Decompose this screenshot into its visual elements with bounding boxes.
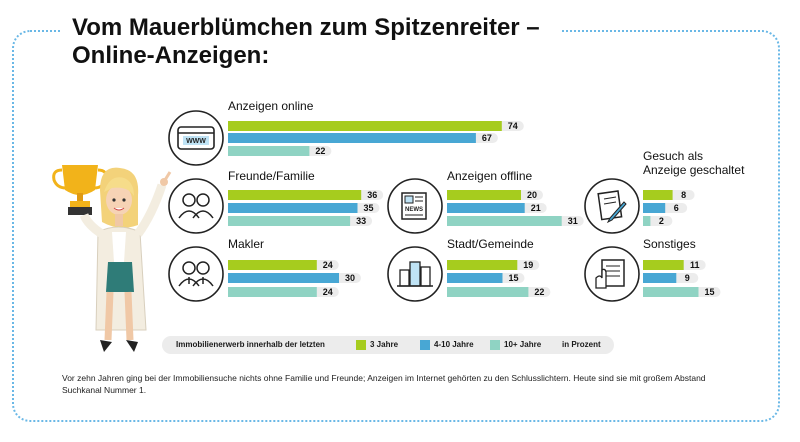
title-line-2: Online-Anzeigen: (72, 42, 270, 69)
data-label-freunde-familie-0: 36 (367, 190, 377, 200)
bar-freunde-familie-2 (228, 216, 351, 226)
document-pen-icon (584, 178, 640, 234)
data-label-makler-1: 30 (345, 273, 355, 283)
data-label-sonstiges-1: 9 (685, 273, 690, 283)
legend-item-4-10-jahre: 4-10 Jahre (434, 340, 474, 349)
legend-prefix: Immobilienerwerb innerhalb der letzten (176, 340, 325, 349)
bar-gesuch-als-anzeige-geschaltet-2 (643, 216, 651, 226)
data-label-sonstiges-2: 15 (704, 287, 714, 297)
category-label-gesuch-als-anzeige-geschaltet: Anzeige geschaltet (643, 163, 745, 177)
bar-gesuch-als-anzeige-geschaltet-0 (643, 190, 673, 200)
bar-sonstiges-1 (643, 273, 677, 283)
bar-anzeigen-offline-0 (447, 190, 521, 200)
category-label-sonstiges: Sonstiges (643, 237, 696, 251)
title-line-1: Vom Mauerblümchen zum Spitzenreiter – (72, 14, 540, 41)
newspaper-icon: NEWS (387, 178, 443, 234)
data-label-anzeigen-offline-1: 21 (531, 203, 541, 213)
bar-anzeigen-online-0 (228, 121, 502, 131)
category-label-freunde-familie: Freunde/Familie (228, 169, 315, 183)
data-label-gesuch-als-anzeige-geschaltet-2: 2 (659, 216, 664, 226)
legend-swatch-3-jahre (356, 340, 366, 350)
legend-unit: in Prozent (562, 340, 601, 349)
page-title: Vom Mauerblümchen zum Spitzenreiter – On… (72, 14, 540, 70)
data-label-anzeigen-online-0: 74 (508, 121, 518, 131)
city-icon (387, 246, 443, 302)
footnote: Vor zehn Jahren ging bei der Immobiliens… (62, 373, 706, 395)
category-label-stadt-gemeinde: Stadt/Gemeinde (447, 237, 534, 251)
bar-anzeigen-online-2 (228, 146, 310, 156)
bar-makler-0 (228, 260, 317, 270)
bar-stadt-gemeinde-2 (447, 287, 529, 297)
data-label-gesuch-als-anzeige-geschaltet-1: 6 (674, 203, 679, 213)
legend: Immobilienerwerb innerhalb der letzten 3… (162, 336, 614, 354)
category-label-anzeigen-online: Anzeigen online (228, 99, 314, 113)
browser-www-icon: WWW (168, 110, 224, 166)
data-label-gesuch-als-anzeige-geschaltet-0: 8 (681, 190, 686, 200)
svg-text:NEWS: NEWS (405, 207, 423, 213)
bar-gesuch-als-anzeige-geschaltet-1 (643, 203, 666, 213)
title-background (60, 12, 560, 72)
bar-sonstiges-2 (643, 287, 699, 297)
bar-stadt-gemeinde-1 (447, 273, 503, 283)
bar-makler-1 (228, 273, 339, 283)
category-label-makler: Makler (228, 237, 264, 251)
hand-list-icon (584, 246, 640, 302)
bar-anzeigen-offline-2 (447, 216, 562, 226)
legend-item-10plus-jahre: 10+ Jahre (504, 340, 542, 349)
bar-anzeigen-offline-1 (447, 203, 525, 213)
bar-makler-2 (228, 287, 317, 297)
data-label-makler-2: 24 (323, 287, 333, 297)
data-label-stadt-gemeinde-0: 19 (523, 260, 533, 270)
bar-anzeigen-online-1 (228, 133, 476, 143)
category-label-anzeigen-offline: Anzeigen offline (447, 169, 533, 183)
trophy-icon (52, 165, 108, 215)
data-label-freunde-familie-2: 33 (356, 216, 366, 226)
data-label-stadt-gemeinde-1: 15 (508, 273, 518, 283)
bar-stadt-gemeinde-0 (447, 260, 518, 270)
bar-sonstiges-0 (643, 260, 684, 270)
data-label-anzeigen-offline-2: 31 (568, 216, 578, 226)
data-label-makler-0: 24 (323, 260, 333, 270)
data-label-anzeigen-offline-0: 20 (527, 190, 537, 200)
legend-swatch-4-10-jahre (420, 340, 430, 350)
woman-with-trophy-illustration (52, 165, 172, 352)
legend-swatch-10plus-jahre (490, 340, 500, 350)
data-label-sonstiges-0: 11 (690, 260, 700, 270)
svg-text:WWW: WWW (186, 138, 206, 145)
category-label-gesuch-als-anzeige-geschaltet: Gesuch als (643, 149, 703, 163)
bar-freunde-familie-1 (228, 203, 358, 213)
data-label-anzeigen-online-1: 67 (482, 133, 492, 143)
realtor-icon (168, 246, 224, 302)
data-label-anzeigen-online-2: 22 (315, 146, 325, 156)
friends-family-icon (168, 178, 224, 234)
bar-freunde-familie-0 (228, 190, 362, 200)
data-label-stadt-gemeinde-2: 22 (534, 287, 544, 297)
data-label-freunde-familie-1: 35 (363, 203, 373, 213)
legend-item-3-jahre: 3 Jahre (370, 340, 399, 349)
